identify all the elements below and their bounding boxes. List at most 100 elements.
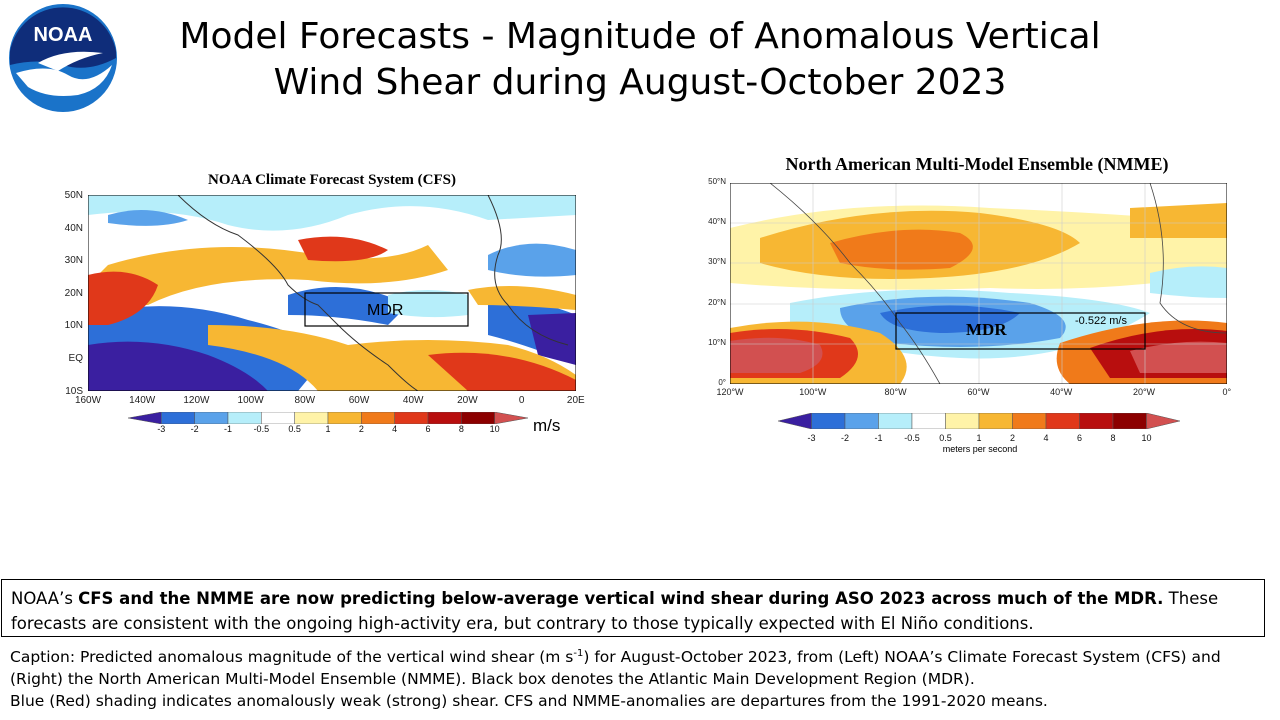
caption-sup: -1 xyxy=(573,648,584,659)
summary-rest: These forecasts are consistent with the … xyxy=(11,589,1219,633)
nmme-map-title: North American Multi-Model Ensemble (NMM… xyxy=(785,154,1169,174)
colorbar-swatch xyxy=(1012,413,1047,429)
lon-tick-label: 160W xyxy=(74,395,102,406)
cfs-colorbar xyxy=(128,412,528,424)
nmme-colorbar xyxy=(778,413,1180,429)
lon-tick-label: 120W xyxy=(183,395,210,406)
colorbar-swatch xyxy=(1045,413,1080,429)
lat-tick-label: 0° xyxy=(718,378,726,387)
colorbar-label: 1 xyxy=(976,433,982,443)
colorbar-swatch xyxy=(227,412,262,424)
colorbar-swatch xyxy=(1112,413,1147,429)
lat-tick-label: 20N xyxy=(64,287,83,299)
title-line-1: Model Forecasts - Magnitude of Anomalous… xyxy=(179,16,1101,57)
lat-tick-label: 50°N xyxy=(708,177,726,186)
caption: Caption: Predicted anomalous magnitude o… xyxy=(10,643,1272,712)
colorbar-swatch xyxy=(194,412,229,424)
page-title: Model Forecasts - Magnitude of Anomalous… xyxy=(170,14,1110,106)
colorbar-label: -2 xyxy=(840,433,849,443)
colorbar-label: 6 xyxy=(425,424,431,434)
colorbar-swatch xyxy=(945,413,980,429)
lon-tick-label: 0° xyxy=(1222,387,1232,397)
colorbar-label: -1 xyxy=(223,424,232,434)
colorbar-swatch xyxy=(294,412,329,424)
title-line-2: Wind Shear during August-October 2023 xyxy=(273,62,1007,103)
lat-tick-label: 40°N xyxy=(708,217,726,227)
lat-tick-label: 50N xyxy=(64,190,83,201)
colorbar-label: 2 xyxy=(1009,433,1015,443)
colorbar-swatch xyxy=(261,412,295,424)
summary-box: NOAA’s CFS and the NMME are now predicti… xyxy=(1,579,1265,637)
colorbar-label: 0.5 xyxy=(288,424,301,434)
colorbar-label: 10 xyxy=(1141,433,1152,443)
lon-tick-label: 60W xyxy=(348,395,370,406)
colorbar-swatch xyxy=(461,412,495,424)
colorbar-swatch xyxy=(778,413,812,429)
colorbar-label: 1 xyxy=(325,424,331,434)
lat-tick-label: EQ xyxy=(68,353,83,364)
lon-tick-label: 60°W xyxy=(967,387,990,397)
colorbar-swatch xyxy=(361,412,395,424)
cfs-mdr-label: MDR xyxy=(367,302,404,319)
lat-tick-label: 10S xyxy=(65,385,83,397)
lon-tick-label: 0 xyxy=(518,395,525,406)
lon-tick-label: 140W xyxy=(129,395,156,406)
colorbar-swatch xyxy=(878,413,913,429)
colorbar-label: 8 xyxy=(1110,433,1116,443)
lat-tick-label: 20°N xyxy=(708,297,726,307)
colorbar-swatch xyxy=(811,413,846,429)
summary-bold: CFS and the NMME are now predicting belo… xyxy=(78,589,1164,608)
colorbar-swatch xyxy=(844,413,879,429)
colorbar-swatch xyxy=(427,412,462,424)
nmme-mdr-box xyxy=(895,312,1146,350)
nmme-colorbar-unit: meters per second xyxy=(942,444,1018,454)
lon-tick-label: 100°W xyxy=(799,387,827,397)
colorbar-label: -0.5 xyxy=(253,424,270,434)
caption-part2: ) for August-October 2023, from (Left) N… xyxy=(10,648,1221,689)
lat-tick-label: 30°N xyxy=(708,257,726,267)
colorbar-swatch xyxy=(1146,413,1180,429)
colorbar-label: 4 xyxy=(392,424,398,434)
lon-tick-label: 80W xyxy=(294,395,316,406)
colorbar-swatch xyxy=(494,412,528,424)
lon-tick-label: 100W xyxy=(237,395,264,406)
lon-tick-label: 20°W xyxy=(1132,387,1156,397)
summary-prefix: NOAA’s xyxy=(11,589,79,608)
colorbar-label: -3 xyxy=(807,433,816,443)
lon-tick-label: 20W xyxy=(457,395,478,406)
nmme-mdr-value: -0.522 m/s xyxy=(1075,315,1127,327)
lon-tick-label: 120°W xyxy=(716,387,744,397)
caption-part1: Caption: Predicted anomalous magnitude o… xyxy=(10,648,574,667)
colorbar-label: 4 xyxy=(1043,433,1049,443)
colorbar-label: -1 xyxy=(874,433,883,443)
cfs-mdr-box xyxy=(304,292,469,327)
lon-tick-label: 40W xyxy=(402,395,424,406)
colorbar-label: 2 xyxy=(358,424,364,434)
lat-tick-label: 10°N xyxy=(708,337,726,347)
logo-text: NOAA xyxy=(34,24,93,46)
cfs-map-title: NOAA Climate Forecast System (CFS) xyxy=(207,172,456,188)
colorbar-swatch xyxy=(1079,413,1114,429)
colorbar-swatch xyxy=(911,413,946,429)
colorbar-swatch xyxy=(978,413,1013,429)
colorbar-swatch xyxy=(128,412,162,424)
colorbar-label: 8 xyxy=(458,424,464,434)
nmme-mdr-label: MDR xyxy=(966,320,1007,339)
colorbar-label: 6 xyxy=(1076,433,1082,443)
colorbar-label: -3 xyxy=(157,424,166,434)
colorbar-swatch xyxy=(161,412,195,424)
nmme-map xyxy=(730,183,1227,384)
caption-line2: Blue (Red) shading indicates anomalously… xyxy=(10,692,1048,711)
colorbar-label: 10 xyxy=(489,424,500,434)
colorbar-swatch xyxy=(394,412,429,424)
lon-tick-label: 20E xyxy=(566,395,585,406)
noaa-logo: NOAA xyxy=(9,4,117,112)
colorbar-label: -2 xyxy=(190,424,199,434)
lat-tick-label: 30N xyxy=(64,255,83,267)
lon-tick-label: 40°W xyxy=(1050,387,1073,397)
lat-tick-label: 40N xyxy=(64,222,83,234)
colorbar-label: 0.5 xyxy=(939,433,952,443)
lat-tick-label: 10N xyxy=(64,320,83,332)
lon-tick-label: 80°W xyxy=(884,387,907,397)
cfs-colorbar-unit: m/s xyxy=(533,416,561,435)
